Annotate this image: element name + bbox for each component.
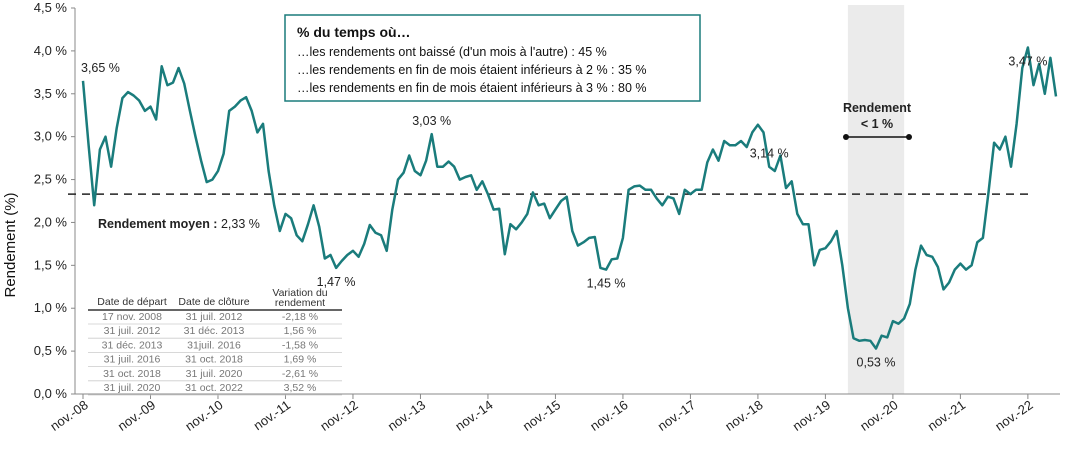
info-box-line-1: …les rendements ont baissé (d'un mois à …	[297, 45, 607, 59]
y-tick-label: 3,5 %	[34, 86, 68, 101]
table-header-change-1: Variation du	[272, 287, 327, 299]
data-label: 3,65 %	[81, 61, 120, 75]
y-tick-label: 2,0 %	[34, 214, 68, 229]
table-cell: 31 déc. 2013	[184, 325, 245, 337]
info-box-frame	[284, 14, 701, 102]
x-tick-label: nov.-20	[857, 397, 900, 434]
x-tick-label: nov.-12	[317, 397, 360, 434]
y-tick-label: 4,5 %	[34, 0, 68, 15]
table-cell: 31 juil. 2016	[104, 354, 161, 366]
x-tick-label: nov.-14	[452, 397, 495, 434]
low-yield-label-2: < 1 %	[861, 117, 893, 131]
data-label: 3,03 %	[412, 114, 451, 128]
table-cell: 17 nov. 2008	[102, 311, 162, 323]
low-yield-range-end	[906, 134, 912, 140]
y-tick-label: 3,0 %	[34, 129, 68, 144]
x-tick-label: nov.-22	[992, 397, 1035, 434]
info-box: % du temps où… …les rendements ont baiss…	[284, 14, 701, 102]
x-tick-label: nov.-17	[655, 397, 698, 434]
table-cell: 31 juil. 2020	[186, 368, 243, 380]
x-axis: nov.-08 nov.-09 nov.-10 nov.-11 nov.-12 nov.-…	[47, 393, 1060, 434]
table-cell: 1,56 %	[284, 325, 317, 337]
x-tick-label: nov.-10	[182, 397, 225, 434]
table-header-change-2: rendement	[275, 297, 325, 309]
y-tick-label: 0,5 %	[34, 343, 68, 358]
average-label-value: 2,33 %	[221, 217, 260, 231]
info-box-line-2: …les rendements en fin de mois étaient i…	[297, 63, 647, 77]
table-cell: 31 oct. 2018	[103, 368, 161, 380]
low-yield-label-1: Rendement	[843, 101, 912, 115]
x-tick-label: nov.-11	[251, 397, 294, 433]
info-box-title: % du temps où…	[297, 24, 411, 40]
table-cell: 31 juil. 2012	[104, 325, 161, 337]
x-tick-label: nov.-15	[520, 397, 563, 434]
table-cell: 31 juil. 2020	[104, 382, 161, 394]
data-label: 3,14 %	[750, 147, 789, 161]
table-cell: 31juil. 2016	[187, 339, 241, 351]
yield-series-line	[81, 46, 1058, 350]
table-cell: 1,69 %	[284, 354, 317, 366]
low-yield-range-start	[843, 134, 849, 140]
low-yield-annotation: Rendement < 1 %	[843, 101, 912, 140]
average-label: Rendement moyen : 2,33 %	[98, 217, 260, 231]
y-tick-label: 1,0 %	[34, 300, 68, 315]
y-tick-label: 0,0 %	[34, 386, 68, 401]
table-cell: -2,61 %	[282, 368, 318, 380]
series-layer	[81, 46, 1058, 350]
average-label-text: Rendement moyen :	[98, 217, 221, 231]
data-label: 1,47 %	[317, 275, 356, 289]
y-tick-label: 2,5 %	[34, 172, 68, 187]
x-tick-label: nov.-18	[722, 397, 765, 434]
data-label: 0,53 %	[857, 356, 896, 370]
shaded-region-layer	[847, 5, 905, 394]
x-tick-label: nov.-13	[385, 397, 428, 434]
yield-change-table: Date de départ Date de clôture Variation…	[88, 287, 342, 396]
info-box-line-3: …les rendements en fin de mois étaient i…	[297, 81, 647, 95]
table-cell: 31 juil. 2012	[186, 311, 243, 323]
x-tick-label: nov.-08	[47, 397, 90, 434]
table-cell: 3,52 %	[284, 382, 317, 394]
x-tick-label: nov.-19	[790, 397, 833, 434]
y-tick-label: 4,0 %	[34, 43, 68, 58]
data-label: 3,47 %	[1008, 54, 1047, 68]
table-cell: 31 déc. 2013	[102, 339, 163, 351]
table-rows: 17 nov. 2008 31 juil. 2012 -2,18 % 31 juil.…	[88, 311, 342, 396]
y-axis: 0,0 % 0,5 % 1,0 % 1,5 % 2,0 % 2,5 % 3,0 % 3,5 %…	[34, 0, 76, 401]
table-cell: -2,18 %	[282, 311, 318, 323]
table-cell: -1,58 %	[282, 339, 318, 351]
y-axis-title: Rendement (%)	[2, 192, 19, 297]
table-header-start: Date de départ	[97, 296, 167, 308]
table-cell: 31 oct. 2022	[185, 382, 243, 394]
x-tick-label: nov.-21	[925, 397, 968, 434]
x-tick-label: nov.-16	[587, 397, 630, 434]
x-tick-label: nov.-09	[115, 397, 158, 434]
table-header-end: Date de clôture	[178, 296, 249, 308]
table-cell: 31 oct. 2018	[185, 354, 243, 366]
data-label: 1,45 %	[587, 277, 626, 291]
point-labels-layer: 3,65 % 1,47 % 3,03 % 1,45 % 3,14 % 0,53 % 3,47…	[81, 54, 1047, 369]
y-tick-label: 1,5 %	[34, 257, 68, 272]
shaded-region	[847, 5, 905, 394]
